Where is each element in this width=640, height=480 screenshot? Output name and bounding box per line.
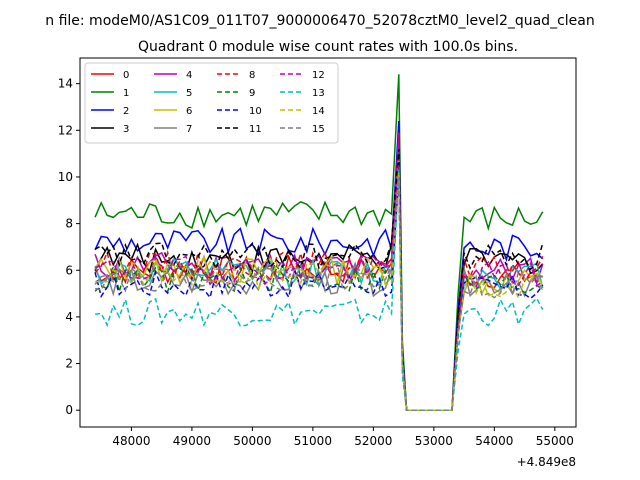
x-tick-label: 48000	[112, 434, 150, 448]
legend-label-3: 3	[123, 124, 129, 135]
series-line-2	[94, 120, 544, 411]
series-line-13	[94, 169, 544, 411]
x-tick-label: 52000	[354, 434, 392, 448]
x-offset-label: +4.849e8	[517, 455, 576, 469]
chart-subtitle: Quadrant 0 module wise count rates with …	[138, 39, 518, 55]
x-axis: 48000 49000 50000 51000 52000 53000 54000 55000	[112, 427, 574, 448]
y-tick-label: 6	[65, 263, 73, 277]
y-tick-label: 10	[58, 170, 73, 184]
chart-title: n file: modeM0/AS1C09_011T07_9000006470_…	[45, 13, 594, 29]
legend-label-7: 7	[186, 124, 192, 135]
legend-label-10: 10	[249, 106, 262, 117]
x-tick-label: 54000	[475, 434, 513, 448]
series-lines	[94, 74, 544, 411]
y-tick-label: 4	[65, 310, 73, 324]
legend-label-9: 9	[249, 88, 255, 99]
legend-label-14: 14	[312, 106, 325, 117]
series-line-15	[94, 176, 544, 411]
legend-label-11: 11	[249, 124, 262, 135]
x-tick-label: 55000	[536, 434, 574, 448]
y-tick-label: 8	[65, 217, 73, 231]
legend-label-13: 13	[312, 88, 325, 99]
legend-label-0: 0	[123, 70, 129, 81]
x-tick-label: 53000	[415, 434, 453, 448]
legend-label-2: 2	[123, 106, 129, 117]
legend-label-5: 5	[186, 88, 192, 99]
legend-label-15: 15	[312, 124, 325, 135]
series-line-1	[94, 74, 544, 411]
x-tick-label: 51000	[294, 434, 332, 448]
y-tick-label: 2	[65, 357, 73, 371]
legend-label-6: 6	[186, 106, 192, 117]
plot-frame	[79, 57, 577, 428]
y-axis: 0 2 4 6 8 10 12 14	[58, 77, 80, 417]
series-line-8	[94, 158, 544, 411]
legend-box	[84, 62, 339, 144]
y-tick-label: 0	[65, 403, 73, 417]
legend-label-12: 12	[312, 70, 325, 81]
series-line-4	[94, 132, 544, 411]
y-tick-label: 12	[58, 123, 73, 137]
legend-label-4: 4	[186, 70, 192, 81]
series-line-14	[95, 172, 543, 411]
series-line-9	[94, 167, 544, 411]
x-tick-label: 50000	[233, 434, 271, 448]
legend-label-8: 8	[249, 70, 255, 81]
series-line-10	[94, 174, 544, 411]
y-tick-label: 14	[58, 77, 73, 91]
x-tick-label: 49000	[173, 434, 211, 448]
series-line-11	[94, 148, 544, 411]
legend-label-1: 1	[123, 88, 129, 99]
